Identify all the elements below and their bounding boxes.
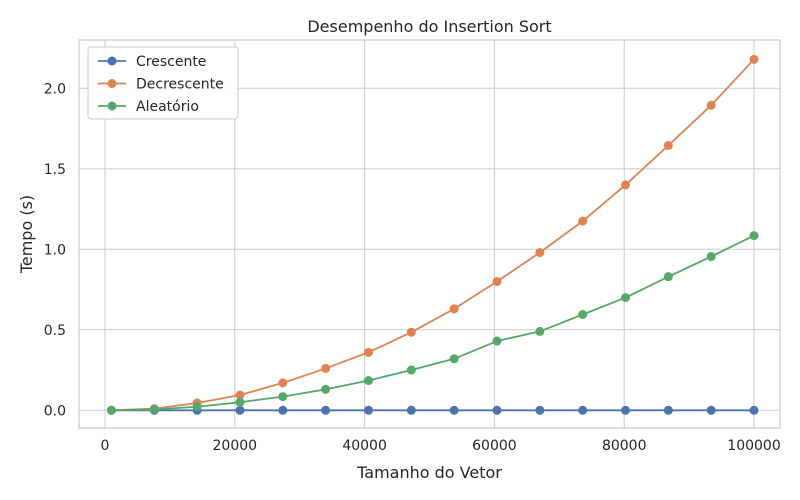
data-point [363, 376, 373, 386]
legend-marker [107, 79, 117, 88]
data-point [321, 363, 331, 373]
x-tick-label: 100000 [727, 438, 780, 454]
data-point [321, 384, 331, 394]
data-point [578, 309, 588, 319]
plot-frame [78, 39, 781, 429]
series-decrescente [106, 54, 759, 415]
data-point [235, 405, 245, 415]
x-tick-label: 0 [101, 438, 110, 454]
data-point [492, 405, 502, 415]
data-point [706, 405, 716, 415]
legend-item: Crescente [98, 54, 206, 70]
y-tick-label: 2.0 [44, 81, 66, 97]
x-tick-label: 60000 [472, 438, 517, 454]
legend-marker [107, 101, 117, 111]
legend-box [87, 46, 239, 120]
y-tick-label: 1.0 [44, 242, 66, 258]
legend-label: Decrescente [136, 77, 224, 93]
data-point [363, 405, 373, 415]
data-point [578, 216, 588, 226]
chart-title: Desempenho do Insertion Sort [307, 17, 551, 36]
series-aleatorio [106, 231, 759, 415]
legend: Crescente Decrescente Aleatório [87, 46, 239, 120]
y-tick-label: 1.5 [44, 162, 66, 178]
data-point [492, 276, 502, 286]
data-point [749, 231, 759, 241]
x-tick-label: 20000 [213, 438, 258, 454]
data-point [406, 405, 416, 415]
data-point [149, 404, 159, 414]
data-point [278, 392, 288, 402]
data-point [192, 402, 202, 412]
legend-marker [107, 56, 117, 66]
data-point [706, 252, 716, 262]
y-axis-label: Tempo (s) [17, 195, 36, 274]
x-tick-label: 80000 [602, 438, 647, 454]
data-point [106, 405, 116, 415]
data-point [406, 365, 416, 375]
series-line [111, 234, 755, 412]
data-point [278, 378, 288, 388]
data-point [663, 272, 673, 282]
data-point [621, 405, 631, 415]
series-layer [106, 54, 759, 415]
data-point [321, 405, 331, 415]
x-axis-ticks: 0 20000 40000 60000 80000 100000 [101, 438, 781, 454]
data-point [535, 248, 545, 258]
data-point [363, 347, 373, 357]
data-point [663, 405, 673, 415]
y-tick-label: 0.0 [44, 403, 66, 419]
data-point [235, 390, 245, 400]
x-tick-label: 40000 [342, 438, 387, 454]
data-point [621, 180, 631, 190]
legend-item: Decrescente [98, 77, 224, 93]
data-point [535, 326, 545, 336]
data-point [749, 405, 759, 415]
data-point [449, 354, 459, 364]
data-point [449, 304, 459, 314]
legend-label: Aleatório [136, 99, 199, 115]
data-point [749, 54, 759, 64]
y-tick-label: 0.5 [44, 323, 66, 339]
data-point [621, 293, 631, 303]
y-axis-ticks: 0.0 0.5 1.0 1.5 2.0 [44, 81, 66, 419]
legend-label: Crescente [136, 54, 206, 70]
data-point [663, 140, 673, 150]
data-point [278, 405, 288, 415]
data-point [535, 405, 545, 415]
data-point [492, 336, 502, 346]
series-crescente [106, 405, 759, 415]
data-point [406, 327, 416, 337]
legend-item: Aleatório [98, 99, 199, 115]
data-point [449, 405, 459, 415]
data-point [706, 100, 716, 110]
data-point [235, 397, 245, 407]
series-line [111, 58, 755, 412]
x-axis-label: Tamanho do Vetor [356, 463, 502, 482]
data-point [578, 405, 588, 415]
